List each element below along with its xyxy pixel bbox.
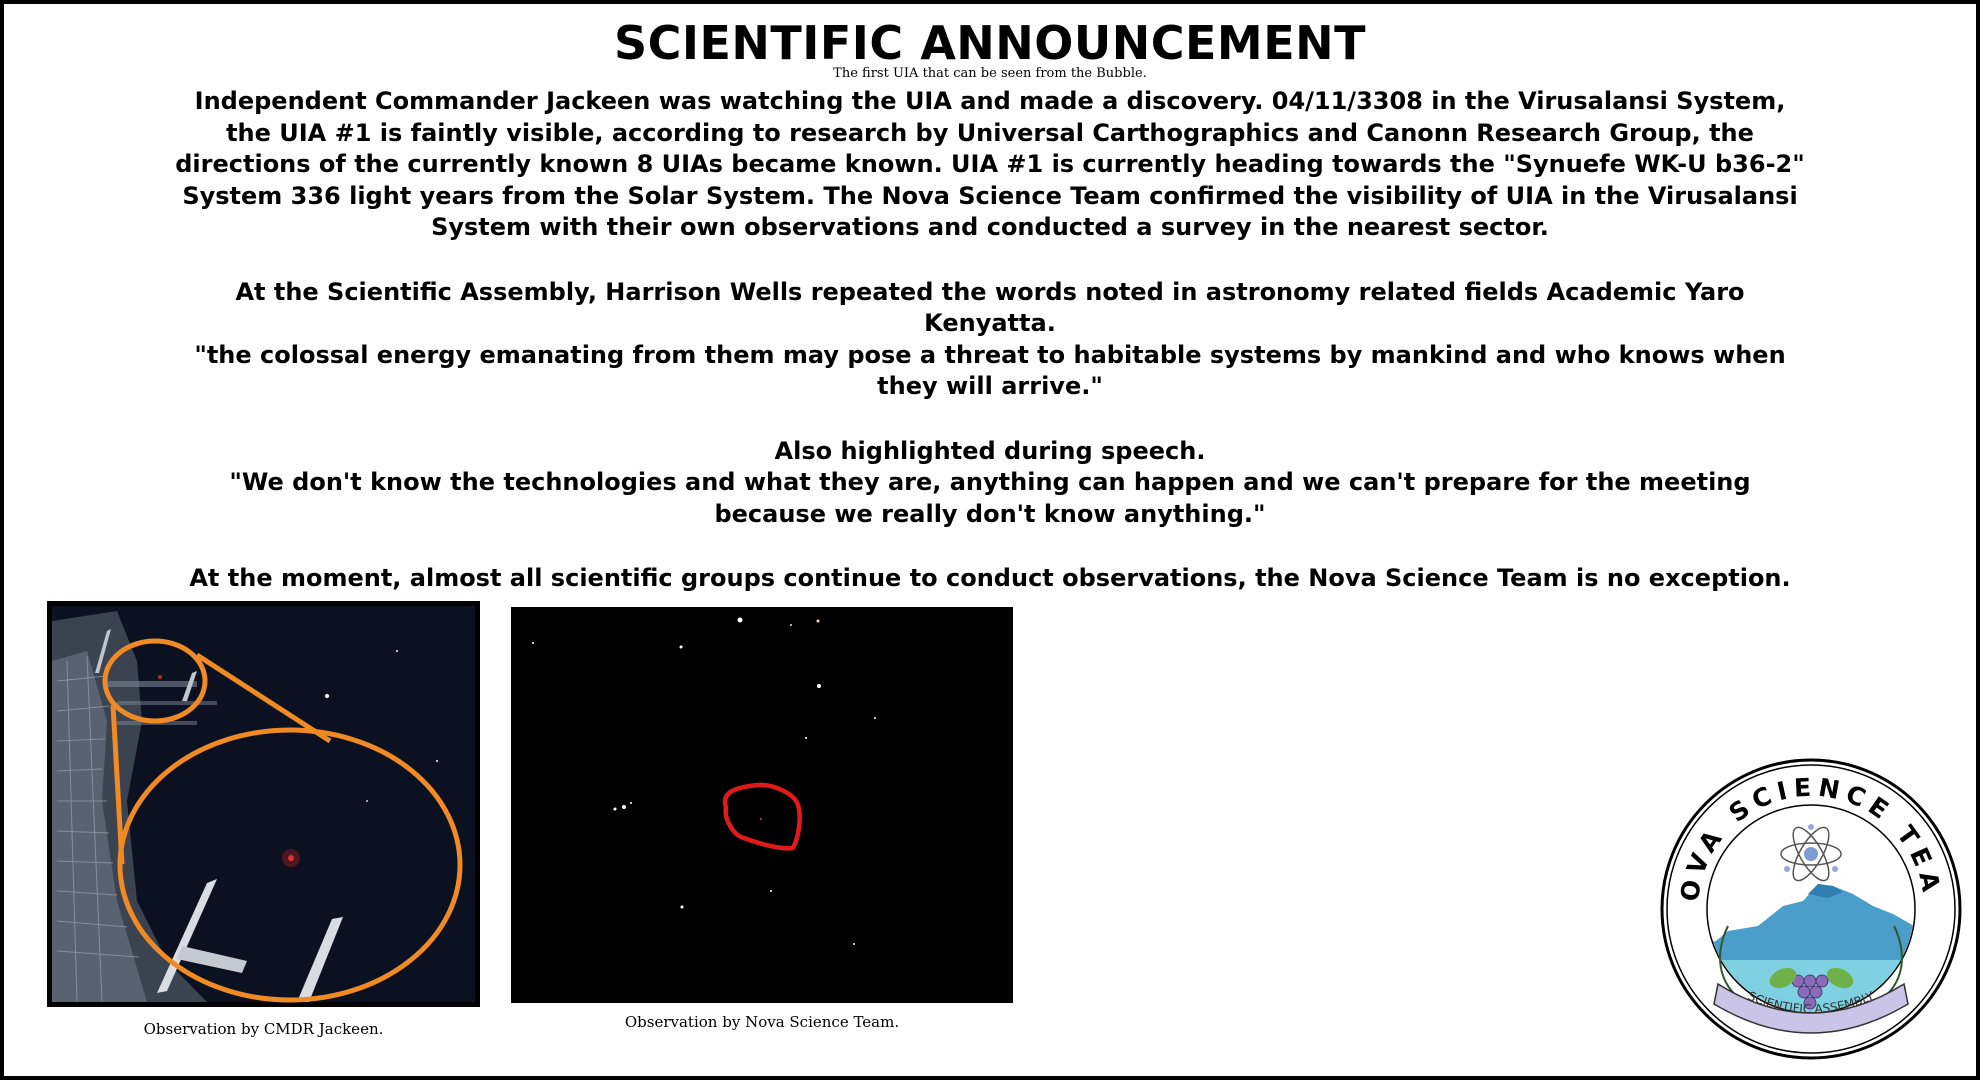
observation-image-nova: [511, 607, 1013, 1003]
caption-nova: Observation by Nova Science Team.: [624, 1013, 900, 1031]
nova-science-team-logo: SCIENTIFIC ASSEMBLY NOVA SCIENCE TEAM: [1643, 733, 1964, 1062]
paragraph-speech: Also highlighted during speech. "We don'…: [174, 436, 1806, 531]
observation-image-jackeen: [47, 601, 480, 1007]
quote-speech: "We don't know the technologies and what…: [229, 468, 1751, 528]
paragraph-assembly: At the Scientific Assembly, Harrison Wel…: [174, 277, 1806, 403]
paragraph-assembly-intro: At the Scientific Assembly, Harrison Wel…: [235, 277, 1745, 338]
page-title: SCIENTIFIC ANNOUNCEMENT: [613, 16, 1367, 70]
caption-jackeen: Observation by CMDR Jackeen.: [143, 1020, 384, 1038]
announcement-body: Independent Commander Jackeen was watchi…: [174, 86, 1806, 628]
paragraph-speech-intro: Also highlighted during speech.: [774, 436, 1206, 465]
page-frame: SCIENTIFIC ANNOUNCEMENT The first UIA th…: [4, 4, 1976, 1076]
paragraph-observations: At the moment, almost all scientific gro…: [189, 564, 1791, 592]
paragraph-discovery: Independent Commander Jackeen was watchi…: [175, 87, 1805, 241]
page-subtitle: The first UIA that can be seen from the …: [833, 66, 1147, 81]
quote-kenyatta: "the colossal energy emanating from them…: [194, 340, 1786, 401]
